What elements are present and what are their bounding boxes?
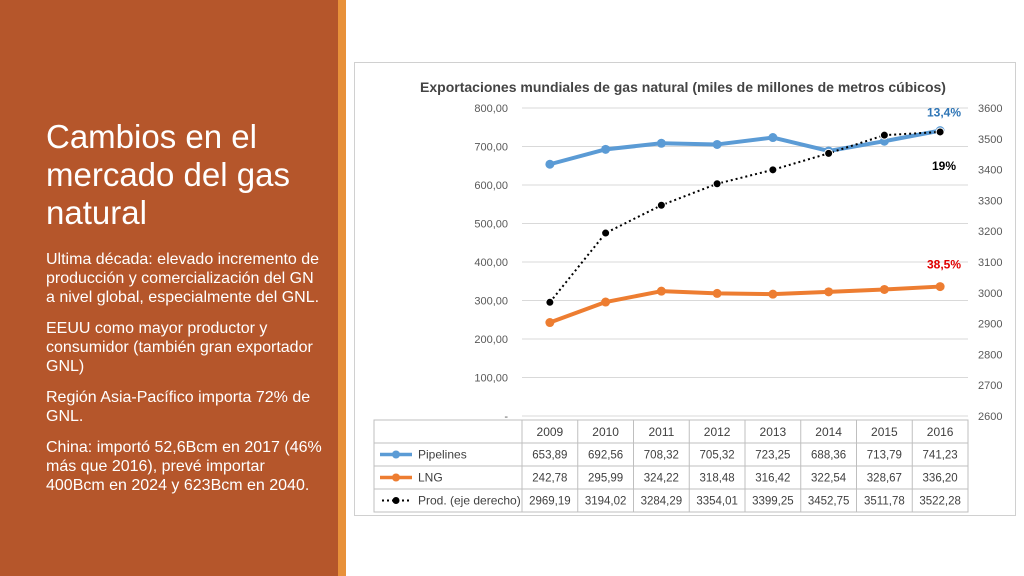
data-point: [601, 144, 611, 154]
legend-label: Prod. (eje derecho): [418, 494, 521, 508]
x-tick-label: 2011: [648, 425, 674, 439]
y-right-tick-label: 3100: [978, 257, 1002, 269]
y-right-tick-label: 3000: [978, 288, 1002, 300]
y-left-tick-label: 800,00: [474, 103, 508, 115]
x-tick-label: 2014: [815, 425, 842, 439]
x-tick-label: 2013: [760, 425, 787, 439]
data-point: [879, 284, 889, 294]
data-label: 688,36: [811, 450, 846, 462]
data-point: [656, 286, 666, 296]
data-point: [935, 282, 945, 292]
data-point: [545, 297, 555, 307]
annotation-label: 19%: [932, 159, 956, 173]
data-point: [768, 289, 778, 299]
x-tick-label: 2009: [537, 425, 564, 439]
data-point: [545, 159, 555, 169]
y-left-tick-label: -: [504, 411, 508, 423]
y-right-tick-label: 3500: [978, 134, 1002, 146]
x-tick-label: 2010: [592, 425, 619, 439]
bullet-item: Ultima década: elevado incremento de pro…: [46, 251, 320, 306]
data-label: 3522,28: [919, 496, 961, 508]
legend-label: LNG: [418, 471, 443, 485]
annotation-label: 13,4%: [927, 106, 961, 120]
bullet-item: EEUU como mayor productor y consumidor (…: [46, 320, 313, 375]
y-left-tick-label: 300,00: [474, 296, 508, 308]
y-right-tick-label: 3600: [978, 103, 1002, 115]
bullet-item: China: importó 52,6Bcm en 2017 (46% más …: [46, 439, 322, 494]
y-left-tick-label: 700,00: [474, 142, 508, 154]
y-right-tick-label: 3300: [978, 195, 1002, 207]
y-right-tick-label: 3200: [978, 226, 1002, 238]
data-label: 324,22: [644, 473, 679, 485]
series-line-1: [549, 284, 941, 325]
data-label: 2969,19: [529, 496, 571, 508]
data-point: [656, 138, 666, 148]
data-label: 3511,78: [864, 496, 905, 508]
slide-title: Cambios en el mercado del gas natural: [46, 118, 290, 231]
legend-label: Pipelines: [418, 448, 467, 462]
y-left-tick-label: 400,00: [474, 257, 508, 269]
data-label: 713,79: [867, 450, 902, 462]
data-label: 322,54: [811, 473, 847, 485]
data-label: 708,32: [644, 450, 679, 462]
data-point: [824, 148, 834, 158]
data-point: [656, 200, 666, 210]
data-label: 3194,02: [585, 496, 627, 508]
data-label: 3399,25: [752, 496, 794, 508]
data-label: 741,23: [923, 450, 958, 462]
accent-bar: [338, 0, 346, 576]
y-right-tick-label: 2700: [978, 380, 1002, 392]
y-left-tick-label: 100,00: [474, 373, 508, 385]
chart-title: Exportaciones mundiales de gas natural (…: [420, 79, 946, 95]
data-point: [879, 130, 889, 140]
legend-key-marker: [392, 450, 400, 459]
data-label: 316,42: [755, 473, 790, 485]
y-right-tick-label: 3400: [978, 165, 1002, 177]
data-point: [545, 318, 555, 328]
data-point: [601, 297, 611, 307]
legend-key-marker: [392, 473, 400, 482]
bullet-list: Ultima década: elevado incremento de pro…: [46, 250, 326, 507]
annotation-label: 38,5%: [927, 258, 961, 272]
data-label: 723,25: [755, 450, 790, 462]
x-tick-label: 2015: [871, 425, 898, 439]
x-tick-label: 2016: [927, 425, 954, 439]
data-label: 318,48: [700, 473, 735, 485]
data-point: [768, 165, 778, 175]
y-right-tick-label: 2900: [978, 319, 1002, 331]
data-point: [768, 133, 778, 143]
data-label: 692,56: [588, 450, 623, 462]
legend-key-marker: [392, 497, 400, 504]
series-line-2: [549, 130, 941, 303]
y-right-tick-label: 2800: [978, 349, 1002, 361]
data-point: [712, 139, 722, 149]
y-right-tick-label: 2600: [978, 411, 1002, 423]
data-point: [824, 287, 834, 297]
data-label: 336,20: [923, 473, 958, 485]
data-label: 295,99: [588, 473, 623, 485]
data-label: 3354,01: [696, 496, 738, 508]
data-label: 3452,75: [808, 496, 850, 508]
bullet-item: Región Asia-Pacífico importa 72% de GNL.: [46, 389, 311, 425]
data-label: 328,67: [867, 473, 902, 485]
data-label: 3284,29: [641, 496, 683, 508]
x-tick-label: 2012: [704, 425, 731, 439]
y-left-tick-label: 500,00: [474, 219, 508, 231]
data-label: 653,89: [532, 450, 567, 462]
data-point: [935, 127, 945, 137]
data-label: 705,32: [700, 450, 735, 462]
y-left-tick-label: 600,00: [474, 180, 508, 192]
data-point: [601, 228, 611, 238]
left-panel: [0, 0, 338, 576]
y-left-tick-label: 200,00: [474, 334, 508, 346]
data-point: [712, 288, 722, 298]
data-label: 242,78: [532, 473, 567, 485]
data-point: [712, 179, 722, 189]
series-line-0: [549, 128, 941, 167]
